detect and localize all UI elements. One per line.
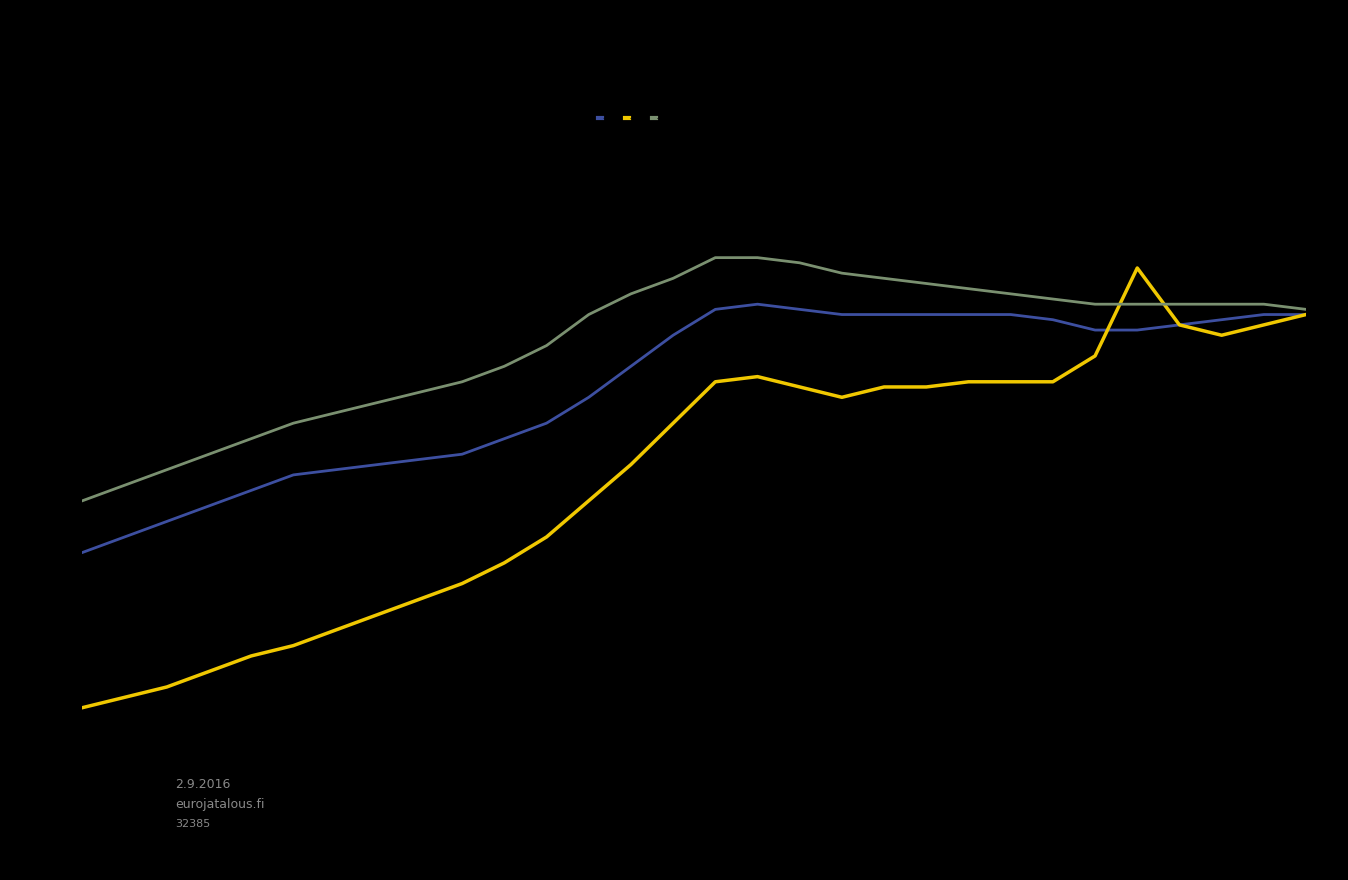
Text: 2.9.2016: 2.9.2016 [175,778,231,790]
Text: eurojatalous.fi: eurojatalous.fi [175,798,264,810]
Legend: Tehdasteollisuus, Kemianteollisuus, Metalliteollisuus: Tehdasteollisuus, Kemianteollisuus, Meta… [597,117,669,120]
Text: 32385: 32385 [175,819,210,829]
